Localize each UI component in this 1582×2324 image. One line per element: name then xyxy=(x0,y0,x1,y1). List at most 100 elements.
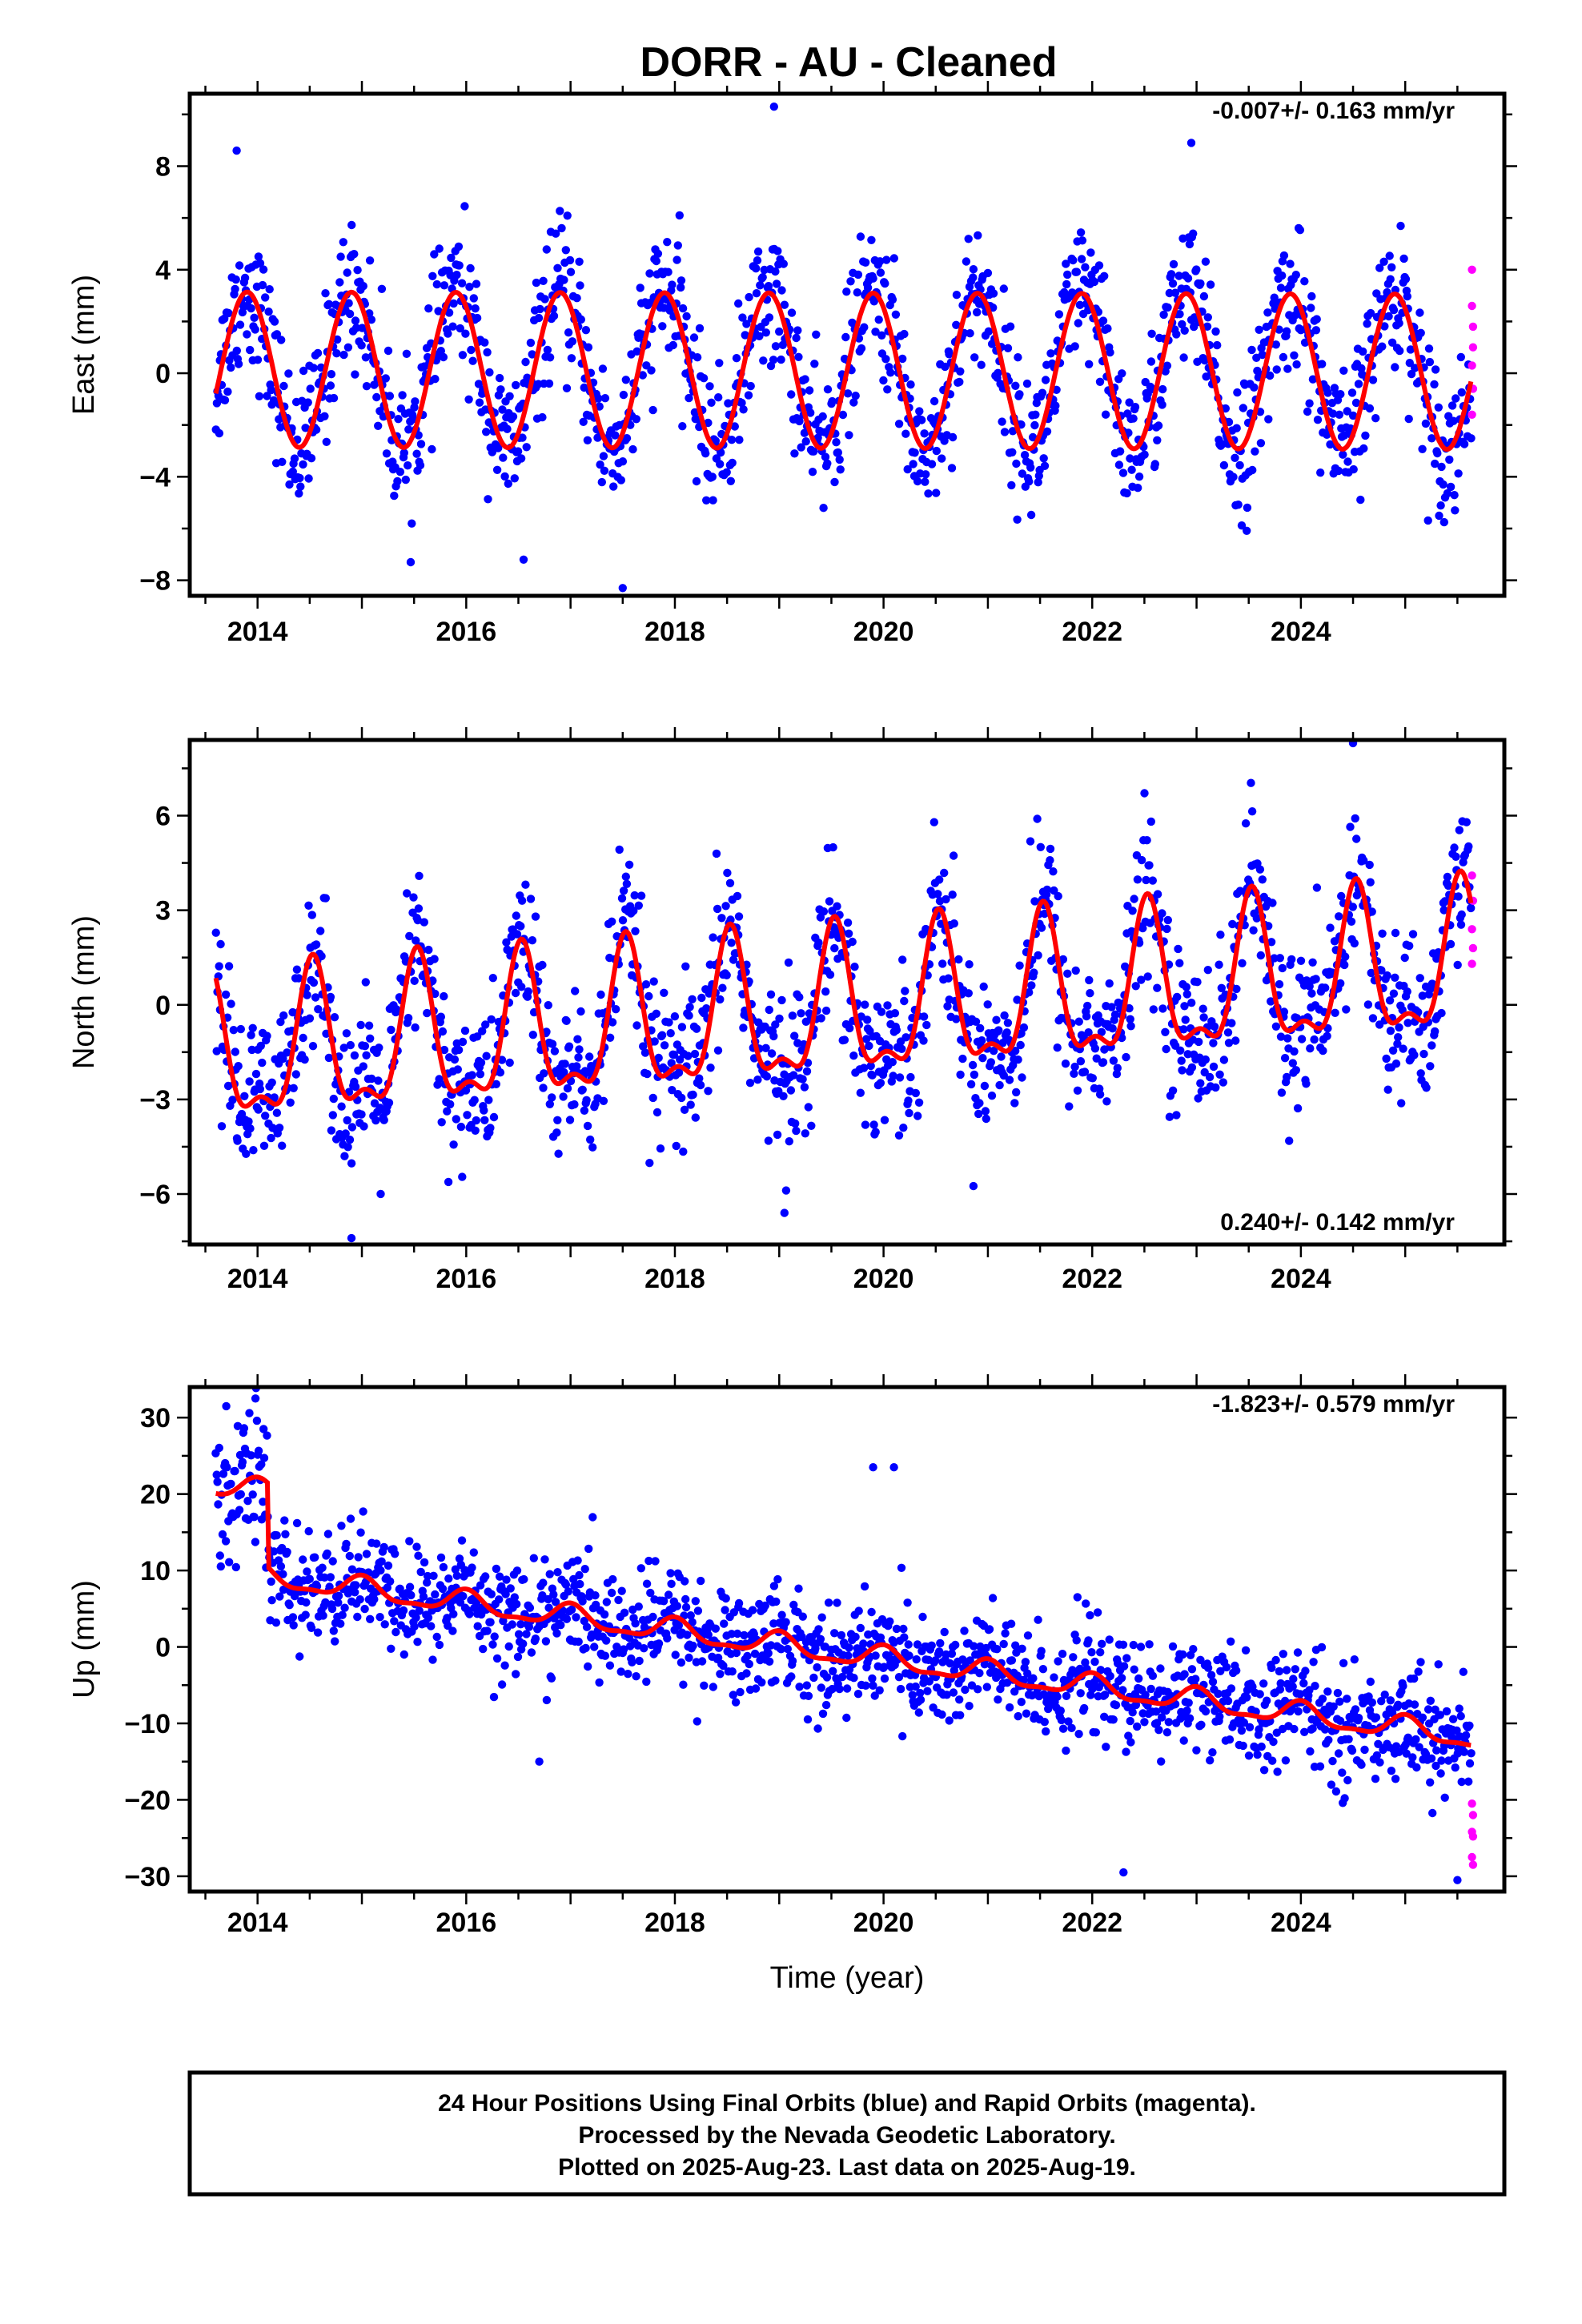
final-point xyxy=(876,257,885,266)
final-point xyxy=(716,1670,725,1679)
final-point xyxy=(576,315,585,324)
final-point xyxy=(1317,1642,1327,1652)
final-point xyxy=(1348,411,1358,420)
final-point xyxy=(1223,1696,1233,1706)
final-point xyxy=(288,1613,298,1622)
final-point xyxy=(568,337,577,346)
final-point xyxy=(848,318,857,328)
final-point xyxy=(1279,251,1289,260)
final-point xyxy=(1290,351,1299,360)
final-point xyxy=(1177,1056,1186,1065)
final-point xyxy=(334,1598,343,1607)
final-point xyxy=(695,324,705,333)
final-point xyxy=(1154,1726,1163,1735)
final-point xyxy=(1395,1023,1403,1032)
final-point xyxy=(1022,1709,1031,1718)
final-point xyxy=(354,1553,363,1562)
final-point xyxy=(1269,1737,1278,1747)
final-point xyxy=(1378,342,1387,351)
final-point xyxy=(780,1208,789,1217)
final-point xyxy=(1239,1741,1247,1751)
final-point xyxy=(695,1074,704,1083)
final-point xyxy=(1467,1749,1476,1758)
final-point xyxy=(608,1574,617,1584)
final-point xyxy=(410,976,419,986)
final-point xyxy=(1179,1025,1188,1034)
final-point xyxy=(1403,1733,1413,1742)
final-point xyxy=(717,448,725,457)
final-point xyxy=(261,1112,270,1120)
final-point xyxy=(487,1590,496,1598)
final-point xyxy=(430,955,439,963)
final-point xyxy=(975,1669,984,1678)
final-point xyxy=(775,1014,784,1023)
final-point xyxy=(802,1681,811,1690)
final-point xyxy=(350,250,359,259)
final-point xyxy=(895,1073,905,1082)
final-point xyxy=(869,1463,877,1472)
x-tick-label: 2024 xyxy=(1271,1264,1331,1294)
final-point xyxy=(540,295,549,304)
final-point xyxy=(428,271,437,280)
final-point xyxy=(420,1558,429,1567)
final-point xyxy=(816,1634,825,1643)
final-point xyxy=(231,284,239,294)
final-point xyxy=(357,341,366,350)
final-point xyxy=(952,1015,961,1023)
final-point xyxy=(522,443,531,452)
x-tick-label: 2020 xyxy=(853,1908,914,1938)
final-point xyxy=(792,333,801,343)
final-point xyxy=(931,1656,940,1665)
final-point xyxy=(535,1757,544,1766)
final-point xyxy=(813,1724,822,1733)
final-point xyxy=(1172,330,1181,339)
final-point xyxy=(1339,1659,1348,1667)
final-point xyxy=(684,1051,693,1060)
final-point xyxy=(361,353,371,362)
final-point xyxy=(1343,1695,1351,1703)
final-point xyxy=(549,1590,558,1599)
final-point xyxy=(1153,983,1162,992)
final-point xyxy=(1070,342,1079,351)
final-point xyxy=(746,381,755,391)
final-point xyxy=(464,395,473,404)
final-point xyxy=(446,1100,455,1109)
final-point xyxy=(240,1092,249,1101)
final-point xyxy=(949,1688,958,1697)
final-point xyxy=(1232,984,1241,994)
final-point xyxy=(365,256,375,265)
final-point xyxy=(1275,325,1283,334)
final-point xyxy=(303,991,311,999)
final-point xyxy=(1114,1659,1122,1668)
final-point xyxy=(883,1001,892,1010)
final-point xyxy=(483,348,492,357)
final-point xyxy=(1279,1007,1289,1016)
final-point xyxy=(631,1619,640,1628)
final-point xyxy=(472,1032,482,1041)
final-point xyxy=(594,394,603,403)
final-point xyxy=(861,258,870,267)
final-point xyxy=(271,1618,281,1627)
final-point xyxy=(734,299,743,308)
final-point xyxy=(1382,1054,1391,1063)
final-point xyxy=(961,1685,970,1695)
final-point xyxy=(216,1562,225,1571)
final-point xyxy=(360,1604,369,1614)
final-point xyxy=(269,1547,279,1556)
final-point xyxy=(517,896,527,905)
final-point xyxy=(652,1108,662,1117)
final-point xyxy=(1341,952,1350,961)
final-point xyxy=(861,1681,870,1690)
final-point xyxy=(1017,1698,1026,1707)
final-point xyxy=(755,332,764,340)
final-point xyxy=(553,263,562,272)
final-point xyxy=(803,1715,813,1724)
final-point xyxy=(886,368,895,377)
x-tick-label: 2024 xyxy=(1271,1908,1331,1938)
final-point xyxy=(1454,469,1463,478)
final-point xyxy=(541,1637,551,1646)
final-point xyxy=(596,460,604,469)
final-point xyxy=(339,350,348,360)
final-point xyxy=(540,1555,549,1564)
final-point xyxy=(960,1626,969,1635)
